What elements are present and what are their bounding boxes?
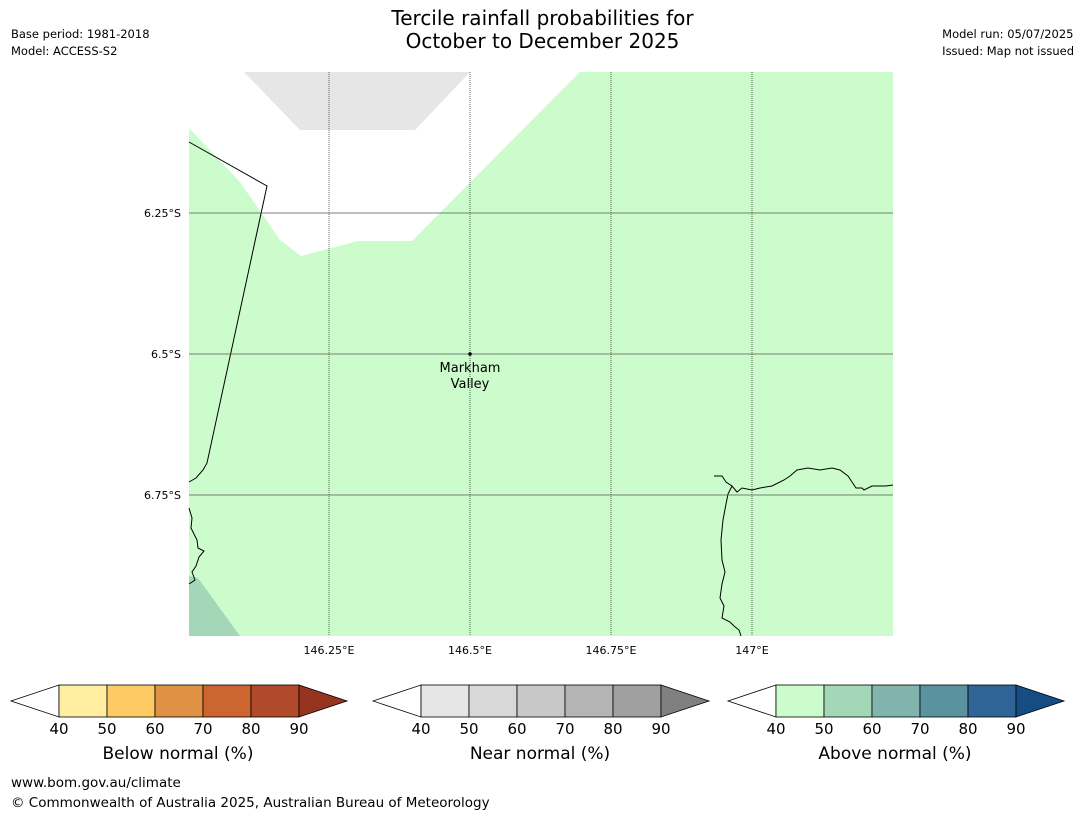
colorbar-tick-label: 50 — [459, 720, 478, 738]
colorbar-segment — [154, 684, 204, 718]
colorbar-tick-label: 50 — [97, 720, 116, 738]
colorbar-segment — [250, 684, 300, 718]
colorbar-over-triangle — [660, 684, 711, 718]
coastline-west — [188, 507, 205, 585]
coastline-river — [719, 485, 742, 637]
lat-label: 6.5°S — [151, 348, 181, 361]
border-line — [188, 141, 268, 483]
colorbar-tick-label: 70 — [910, 720, 929, 738]
above-normal-label: Above normal (%) — [818, 744, 972, 764]
colorbar-tick-label: 50 — [814, 720, 833, 738]
colorbar-tick-label: 60 — [145, 720, 164, 738]
coastline-east — [714, 467, 894, 493]
colorbar-under-triangle — [9, 684, 60, 718]
colorbars: 40 50 60 70 80 90 40 50 60 70 80 90 40 50 60 70 80 90 — [9, 684, 1066, 738]
colorbar-tick-label: 40 — [411, 720, 430, 738]
colorbar-segment — [919, 684, 969, 718]
footer-copyright: © Commonwealth of Australia 2025, Austra… — [11, 795, 490, 811]
colorbar-segment — [564, 684, 614, 718]
model-text: Model: ACCESS-S2 — [11, 44, 118, 58]
colorbar-segment — [967, 684, 1017, 718]
issued-text: Issued: Map not issued — [942, 44, 1074, 58]
colorbar-tick-label: 80 — [241, 720, 260, 738]
near-normal-region — [244, 72, 470, 130]
colorbar-segment — [775, 684, 825, 718]
lat-label: 6.75°S — [144, 489, 181, 502]
colorbar-under-triangle — [726, 684, 777, 718]
colorbar-segment — [202, 684, 252, 718]
colorbar-above: 40 50 60 70 80 90 — [726, 684, 1066, 738]
colorbar-over-triangle — [1015, 684, 1066, 718]
colorbar-tick-label: 80 — [958, 720, 977, 738]
colorbar-tick-label: 80 — [603, 720, 622, 738]
title-line-2: October to December 2025 — [405, 29, 680, 53]
below-normal-label: Below normal (%) — [102, 744, 254, 764]
meta-right: Model run: 05/07/2025 Issued: Map not is… — [942, 26, 1074, 60]
colorbar-segment — [58, 684, 108, 718]
colorbar-segment — [420, 684, 470, 718]
colorbar-segment — [516, 684, 566, 718]
colorbar-segment — [106, 684, 156, 718]
title-line-1: Tercile rainfall probabilities for — [391, 6, 694, 30]
colorbar-segment — [871, 684, 921, 718]
colorbar-segment — [468, 684, 518, 718]
colorbar-tick-label: 90 — [1006, 720, 1025, 738]
above-normal-50-region — [189, 576, 240, 636]
map-title: Tercile rainfall probabilities for Octob… — [0, 7, 1085, 53]
colorbar-tick-label: 40 — [766, 720, 785, 738]
colorbar-tick-label: 70 — [193, 720, 212, 738]
base-period-text: Base period: 1981-2018 — [11, 27, 150, 41]
meta-left: Base period: 1981-2018 Model: ACCESS-S2 — [11, 26, 150, 60]
colorbar-segment — [823, 684, 873, 718]
near-normal-label: Near normal (%) — [469, 744, 611, 764]
footer-url: www.bom.gov.au/climate — [11, 775, 181, 791]
colorbar-tick-label: 90 — [289, 720, 308, 738]
colorbar-below: 40 50 60 70 80 90 — [9, 684, 349, 738]
axis-labels: 146.25°E 146.5°E 146.75°E 147°E 6.25°S 6.5°S 6… — [144, 207, 769, 657]
colorbar-tick-label: 90 — [651, 720, 670, 738]
lat-label: 6.25°S — [144, 207, 181, 220]
place-label-line-1: Markham — [440, 361, 501, 376]
colorbar-tick-label: 70 — [555, 720, 574, 738]
colorbar-near: 40 50 60 70 80 90 — [371, 684, 711, 738]
colorbar-tick-label: 60 — [862, 720, 881, 738]
lon-label: 146.25°E — [304, 644, 355, 657]
place-label-line-2: Valley — [451, 377, 490, 392]
colorbar-under-triangle — [371, 684, 422, 718]
model-run-text: Model run: 05/07/2025 — [942, 27, 1074, 41]
colorbar-tick-label: 40 — [49, 720, 68, 738]
lon-label: 147°E — [735, 644, 768, 657]
lon-label: 146.5°E — [448, 644, 492, 657]
colorbar-tick-label: 60 — [507, 720, 526, 738]
colorbar-segment — [612, 684, 662, 718]
colorbar-over-triangle — [298, 684, 349, 718]
place-marker — [468, 352, 472, 356]
lon-label: 146.75°E — [586, 644, 637, 657]
